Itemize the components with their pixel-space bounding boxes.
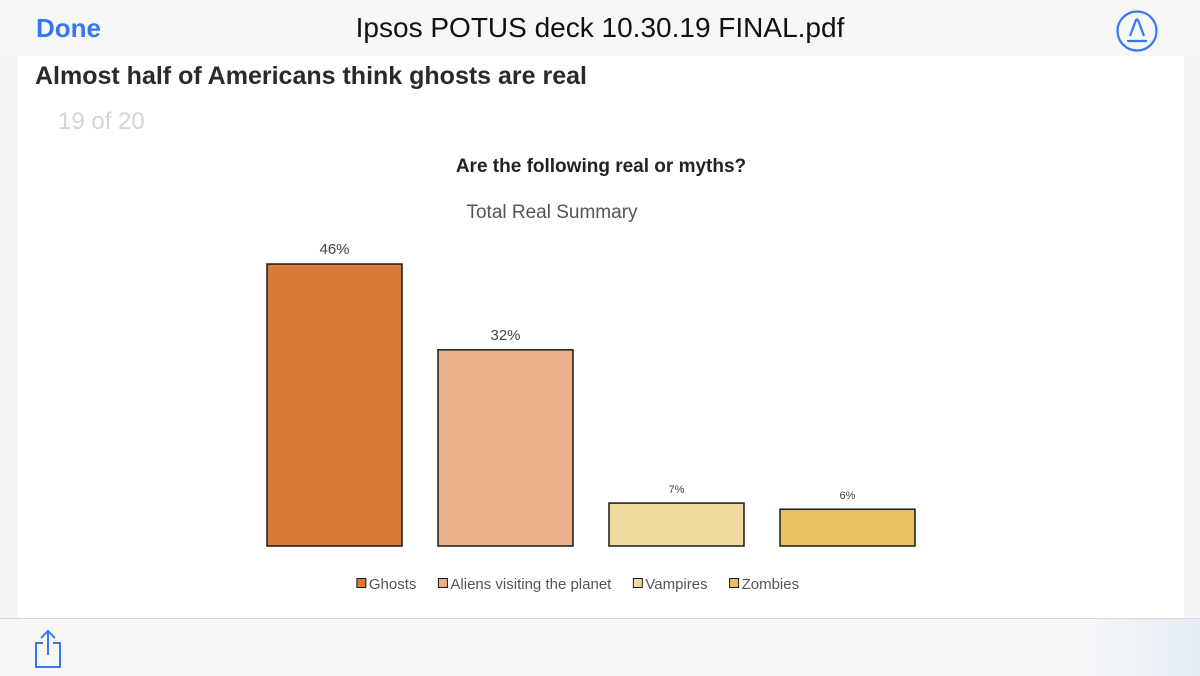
data-label: 46% [319, 241, 349, 258]
bar-aliens-visiting-the-planet [437, 349, 574, 547]
data-label: 7% [669, 484, 685, 496]
pdf-page[interactable]: Almost half of Americans think ghosts ar… [18, 56, 1184, 618]
bottom-toolbar [0, 618, 1200, 676]
share-button[interactable] [32, 627, 64, 669]
legend-swatch [632, 578, 643, 588]
slide-title: Almost half of Americans think ghosts ar… [35, 62, 587, 90]
legend-swatch [437, 578, 448, 588]
markup-button[interactable] [1115, 9, 1159, 53]
data-label: 6% [840, 490, 856, 502]
legend-label: Vampires [645, 576, 707, 593]
navigation-bar: Done Ipsos POTUS deck 10.30.19 FINAL.pdf [0, 0, 1200, 56]
legend-swatch [729, 578, 740, 588]
legend-label: Ghosts [369, 576, 417, 593]
chart-subtitle: Total Real Summary [466, 202, 638, 223]
toolbar-highlight [1080, 619, 1200, 676]
legend-label: Aliens visiting the planet [450, 576, 612, 593]
legend-swatch [356, 578, 367, 588]
bar-chart: 46% 32% 7% 6% Ghosts Aliens visiting the plan… [266, 241, 916, 593]
chart-title: Are the following real or myths? [455, 156, 747, 177]
markup-pen-icon [1116, 10, 1158, 52]
done-button[interactable]: Done [36, 13, 101, 43]
page-indicator: 19 of 20 [58, 108, 145, 135]
legend-label: Zombies [742, 576, 800, 593]
bar-zombies [779, 508, 916, 547]
data-label: 32% [490, 327, 520, 344]
share-icon [35, 629, 61, 668]
bar-ghosts [266, 263, 403, 547]
document-title: Ipsos POTUS deck 10.30.19 FINAL.pdf [355, 12, 845, 43]
bar-vampires [608, 502, 745, 547]
